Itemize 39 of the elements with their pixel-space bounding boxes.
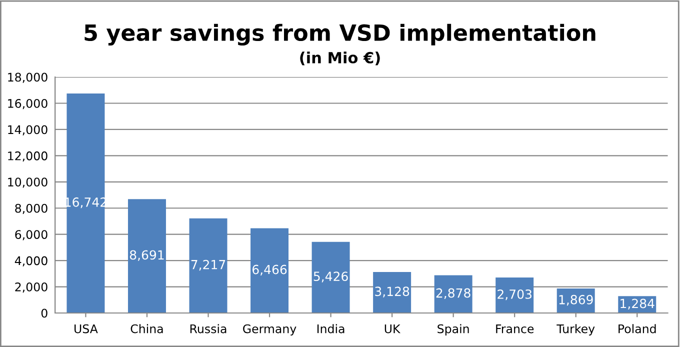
- x-tick-label: UK: [384, 324, 400, 334]
- data-label: 3,128: [375, 286, 410, 298]
- data-label: 8,691: [130, 250, 164, 261]
- bar: [496, 278, 534, 313]
- x-tick-label: France: [496, 324, 534, 334]
- y-tick-label: 2,000: [15, 282, 48, 293]
- y-tick-label: 8,000: [15, 204, 48, 214]
- y-tick-label: 10,000: [8, 178, 48, 188]
- data-label: 5,426: [314, 272, 348, 282]
- y-tick-label: 4,000: [14, 256, 48, 266]
- x-tick-label: Russia: [190, 324, 226, 334]
- data-label: 1,284: [620, 298, 654, 310]
- x-tick-label: China: [130, 324, 163, 334]
- y-tick-label: 14,000: [8, 125, 48, 136]
- bar: [312, 242, 350, 313]
- y-tick-label: 0: [41, 308, 48, 318]
- x-tick-label: Poland: [618, 324, 656, 334]
- bar: [434, 275, 472, 313]
- x-tick-label: India: [317, 324, 344, 334]
- chart-title: 5 year savings from VSD implementation: [84, 24, 596, 46]
- y-tick-label: 12,000: [8, 151, 48, 162]
- data-label: 2,703: [498, 289, 532, 300]
- chart-subtitle: (in Mio €): [300, 52, 380, 66]
- bar: [128, 199, 166, 313]
- data-label: 6,466: [252, 264, 287, 276]
- y-tick-label: 16,000: [8, 98, 48, 110]
- data-label: 1,869: [559, 294, 593, 306]
- data-label: 7,217: [191, 260, 226, 271]
- x-tick-label: USA: [74, 324, 98, 334]
- bar: [250, 228, 289, 313]
- y-tick-label: 18,000: [8, 72, 48, 83]
- bar: [66, 94, 105, 313]
- x-tick-label: Spain: [438, 324, 469, 336]
- data-label: 2,878: [436, 288, 470, 300]
- x-tick-label: Germany: [243, 324, 296, 336]
- x-tick-label: Turkey: [556, 324, 595, 336]
- bar: [189, 218, 228, 313]
- y-tick-label: 6,000: [15, 230, 48, 240]
- bar: [373, 272, 412, 313]
